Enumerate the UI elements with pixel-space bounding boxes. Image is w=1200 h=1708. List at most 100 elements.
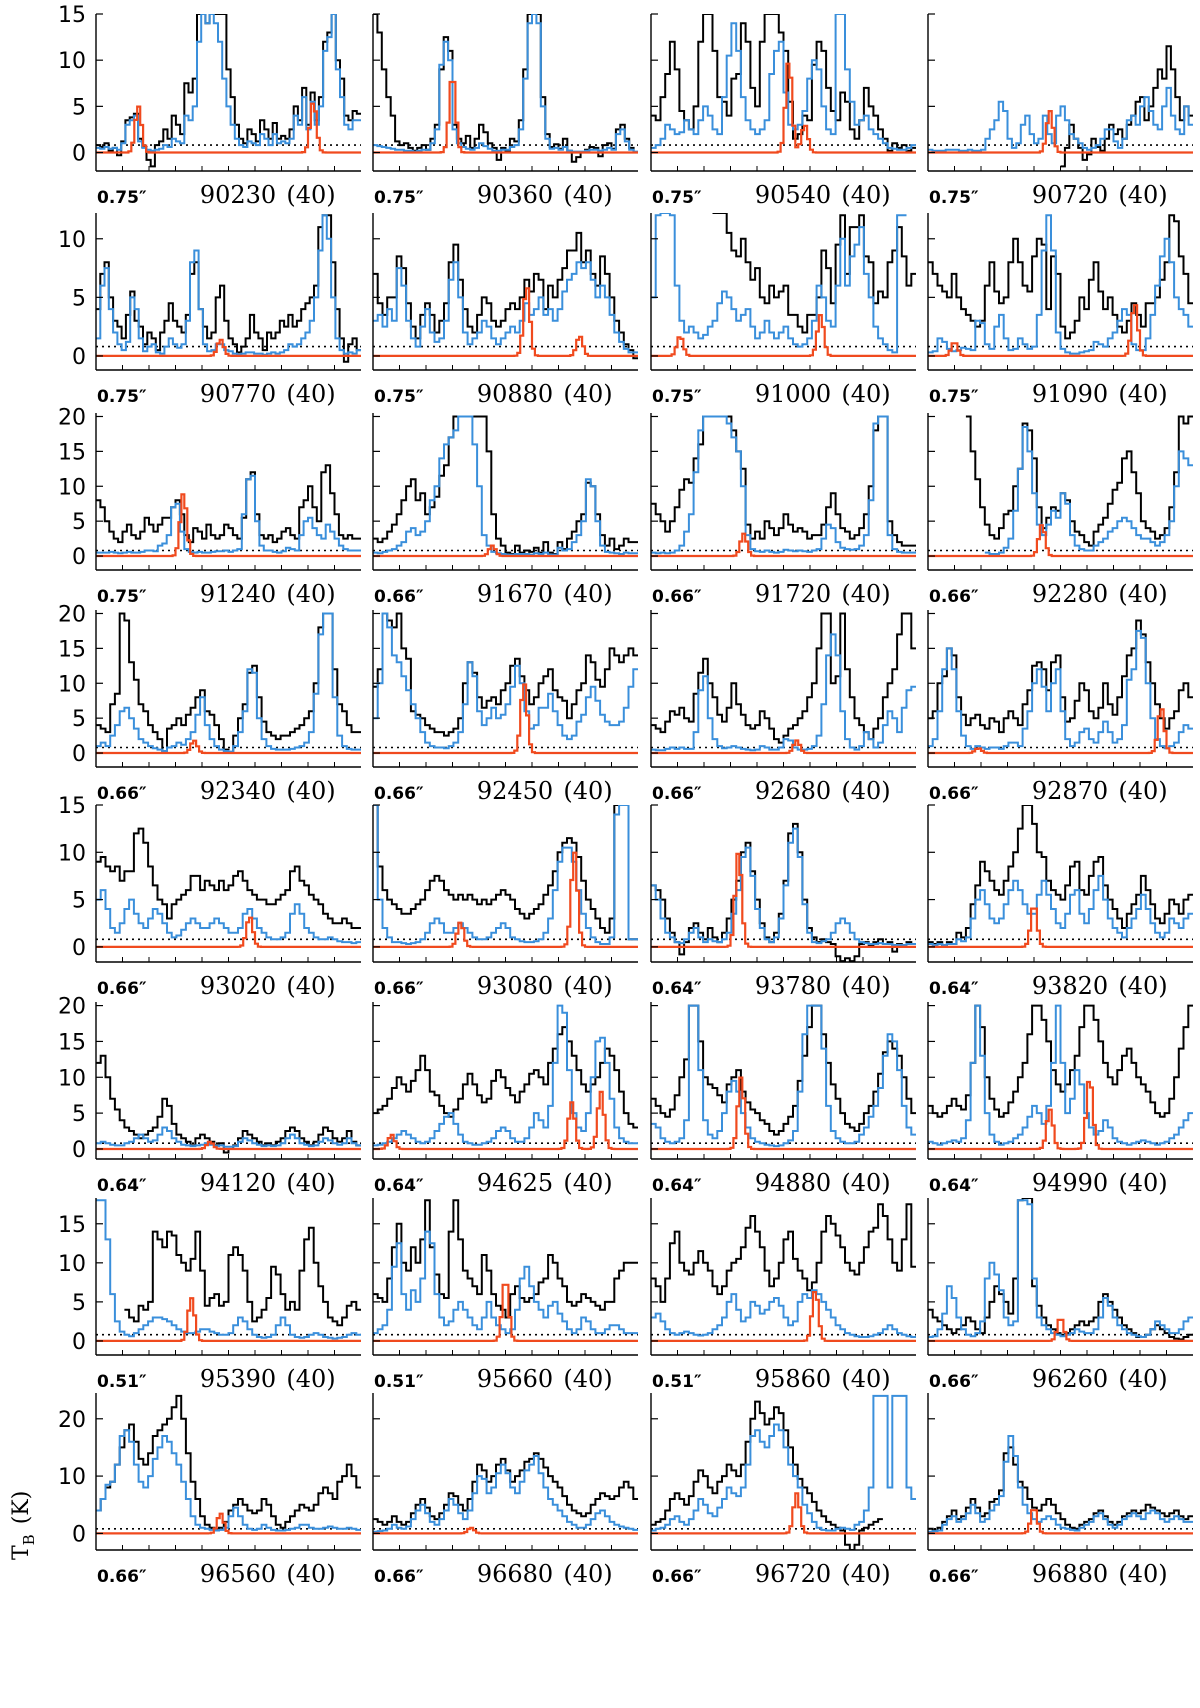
plot-area <box>96 1394 361 1535</box>
frequency-label: 91000 <box>755 380 831 408</box>
plot-area <box>651 1394 916 1550</box>
frequency-label: 93020 <box>200 972 276 1000</box>
frequency-label: 92870 <box>1032 777 1108 805</box>
frequency-label: 92340 <box>200 777 276 805</box>
beam-size-label: 0.75″ <box>929 387 979 407</box>
plot-area <box>96 464 361 558</box>
spectrum-panel: 0.66″ 92870 (40) <box>927 610 1193 805</box>
velocity-width-label: (40) <box>841 1169 890 1197</box>
model-total-line <box>651 415 916 555</box>
y-tick-label: 20 <box>58 1408 86 1433</box>
model-total-line <box>96 889 361 945</box>
spectrum-panel: 0 5 10 15 20 0.66″ 92340 (40) <box>58 602 361 805</box>
y-tick-label: 20 <box>58 995 86 1020</box>
plot-area <box>96 827 361 948</box>
velocity-width-label: (40) <box>1118 1169 1167 1197</box>
y-tick-label: 15 <box>58 440 86 465</box>
observed-spectrum-line <box>1060 45 1193 168</box>
velocity-width-label: (40) <box>563 777 612 805</box>
plot-area <box>651 1004 916 1151</box>
model-total-line <box>373 415 638 556</box>
spectrum-panel: 0.75″ 90880 (40) <box>372 213 638 408</box>
model-total-line <box>928 1435 1193 1533</box>
velocity-width-label: (40) <box>841 181 890 209</box>
model-molecule-line <box>373 851 638 948</box>
frequency-label: 94120 <box>200 1169 276 1197</box>
y-tick-label: 10 <box>58 228 86 253</box>
y-tick-label: 15 <box>58 637 86 662</box>
frequency-label: 95860 <box>755 1365 831 1393</box>
y-tick-label: 15 <box>58 3 86 28</box>
y-axis-label: TB (K) <box>9 1491 38 1560</box>
observed-spectrum-line <box>965 415 1193 547</box>
spectrum-panel: 0.66″ 96680 (40) <box>372 1393 638 1588</box>
y-tick-label: 5 <box>72 95 86 120</box>
model-molecule-line <box>651 62 916 154</box>
model-total-line <box>928 1199 1193 1338</box>
model-total-line <box>373 14 638 153</box>
spectrum-panel: 0.64″ 94625 (40) <box>372 1002 638 1197</box>
velocity-width-label: (40) <box>563 1169 612 1197</box>
y-axis-label-unit: (K) <box>9 1491 34 1525</box>
plot-area <box>928 214 1193 357</box>
plot-area <box>373 612 638 755</box>
model-total-line <box>651 827 916 946</box>
observed-spectrum-line <box>96 464 361 544</box>
spectrum-panel: 0.66″ 96880 (40) <box>927 1393 1193 1588</box>
model-total-line <box>928 86 1193 152</box>
beam-size-label: 0.75″ <box>374 387 424 407</box>
beam-size-label: 0.66″ <box>929 1372 979 1392</box>
velocity-width-label: (40) <box>286 1560 335 1588</box>
frequency-label: 92280 <box>1032 580 1108 608</box>
observed-spectrum-line <box>651 1400 883 1550</box>
observed-spectrum-line <box>96 827 361 929</box>
spectrum-panel: 0.75″ 90540 (40) <box>650 13 916 209</box>
plot-area <box>96 1199 361 1342</box>
model-molecule-line <box>373 287 638 357</box>
y-tick-label: 0 <box>72 545 86 570</box>
beam-size-label: 0.75″ <box>97 587 147 607</box>
observed-spectrum-line <box>651 1203 916 1303</box>
spectrum-panel: 0.66″ 96260 (40) <box>927 1198 1193 1393</box>
beam-size-label: 0.66″ <box>652 1567 702 1587</box>
model-molecule-line <box>928 1509 1193 1535</box>
beam-size-label: 0.64″ <box>374 1176 424 1196</box>
model-total-line <box>373 612 638 750</box>
plot-area <box>651 1203 916 1342</box>
beam-size-label: 0.75″ <box>652 188 702 208</box>
spectrum-panel: 0.66″ 91670 (40) <box>372 413 638 608</box>
observed-spectrum-line <box>96 14 361 168</box>
spectrum-panel: 0.75″ 91000 (40) <box>650 213 916 408</box>
plot-area <box>928 45 1193 168</box>
plot-area <box>928 1198 1193 1342</box>
frequency-label: 96720 <box>755 1560 831 1588</box>
frequency-label: 91090 <box>1032 380 1108 408</box>
spectrum-panel: 0.64″ 94990 (40) <box>927 1002 1193 1197</box>
beam-size-label: 0.64″ <box>929 979 979 999</box>
spectrum-panel: 0.66″ 92280 (40) <box>927 413 1193 608</box>
beam-size-label: 0.64″ <box>652 1176 702 1196</box>
frequency-label: 96880 <box>1032 1560 1108 1588</box>
model-molecule-line <box>651 1291 916 1342</box>
y-tick-label: 0 <box>72 936 86 961</box>
frequency-label: 95390 <box>200 1365 276 1393</box>
observed-spectrum-line <box>124 1226 361 1327</box>
frequency-label: 94880 <box>755 1169 831 1197</box>
velocity-width-label: (40) <box>841 380 890 408</box>
beam-size-label: 0.66″ <box>97 784 147 804</box>
observed-spectrum-line <box>651 415 916 547</box>
velocity-width-label: (40) <box>563 1560 612 1588</box>
frequency-label: 90230 <box>200 181 276 209</box>
model-molecule-line <box>651 314 916 357</box>
observed-spectrum-line <box>373 1026 638 1129</box>
model-total-line <box>373 805 638 945</box>
model-molecule-line <box>96 1140 361 1151</box>
plot-area <box>373 805 638 948</box>
frequency-label: 90540 <box>755 181 831 209</box>
model-molecule-line <box>651 532 916 558</box>
velocity-width-label: (40) <box>1118 1560 1167 1588</box>
model-molecule-line <box>96 1297 361 1342</box>
model-molecule-line <box>928 708 1193 755</box>
plot-area <box>373 1004 638 1151</box>
spectrum-panel: 0.75″ 90720 (40) <box>927 13 1193 209</box>
